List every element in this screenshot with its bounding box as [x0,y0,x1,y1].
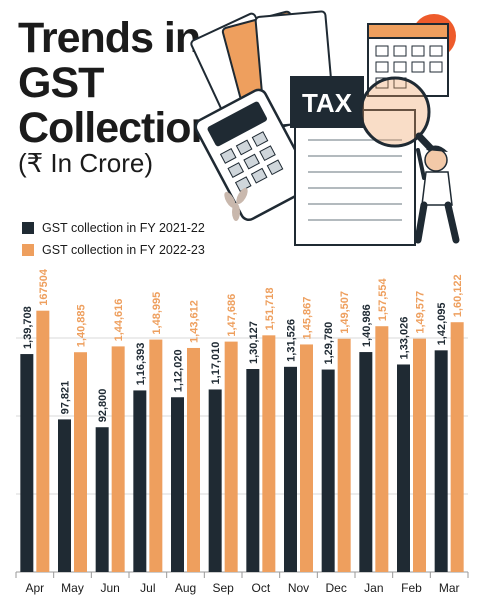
bar-fy2122 [321,369,335,572]
bar-fy2122 [58,419,71,572]
x-tick-label: Dec [325,581,346,595]
data-label-fy2223: 1,40,885 [76,304,88,347]
data-label-fy2223: 1,49,507 [339,291,351,334]
data-label-fy2223: 1,44,616 [113,299,125,342]
chart-subtitle: (₹ In Crore) [18,148,154,178]
data-label-fy2223: 1,57,554 [377,278,389,322]
title-line-1: Trends in [18,14,201,62]
data-label-fy2122: 1,29,780 [323,322,335,365]
bar-fy2122 [208,389,222,572]
data-label-fy2223: 1,43,612 [189,300,201,343]
x-tick-label: Feb [401,581,422,595]
data-label-fy2122: 1,16,393 [135,343,147,386]
title-line-2: GST [18,59,104,107]
data-label-fy2122: 1,39,708 [22,306,34,349]
bar-fy2223 [187,347,200,572]
x-tick-label: Jun [100,581,119,595]
x-tick-label: Aug [175,581,196,595]
data-label-fy2122: 1,30,127 [248,321,260,364]
x-tick-label: Jan [364,581,383,595]
data-label-fy2223: 1,60,122 [452,274,464,317]
leaf-decoration-icon [224,187,248,221]
bar-fy2122 [20,354,34,572]
legend-swatch-fy2122 [22,222,34,234]
title-line-3: Collection [18,104,217,152]
x-tick-label: Sep [212,581,234,595]
data-label-fy2223: 1,51,718 [264,287,276,330]
bar-fy2122 [171,397,184,572]
data-label-fy2122: 1,40,986 [361,304,373,347]
bar-fy2122 [95,427,109,572]
x-tick-label: May [61,581,84,595]
person-icon [414,145,460,244]
calendar-icon [367,23,449,97]
bar-fy2122 [397,364,410,572]
bar-fy2223 [300,344,313,572]
legend: GST collection in FY 2021-22 GST collect… [22,217,205,261]
bar-fy2122 [434,350,448,572]
bar-fy2223 [111,346,125,572]
legend-swatch-fy2223 [22,244,34,256]
legend-item-fy2223: GST collection in FY 2022-23 [22,239,205,261]
data-label-fy2223: 1,45,867 [302,297,314,340]
bar-fy2223 [36,310,50,572]
bar-fy2223 [224,341,238,572]
bar-fy2122 [133,390,147,572]
tax-illustration: TAX [190,10,460,246]
legend-item-fy2122: GST collection in FY 2021-22 [22,217,205,239]
data-label-fy2122: 97,821 [60,381,72,415]
bar-fy2223 [262,335,276,572]
data-label-fy2223: 1,48,995 [151,292,163,335]
bar-fy2122 [246,369,260,572]
bar-fy2223 [337,338,351,572]
bar-fy2223 [413,338,426,572]
bar-fy2223 [375,326,389,572]
x-tick-label: Mar [439,581,460,595]
data-label-fy2122: 1,42,095 [436,303,448,346]
legend-label-fy2122: GST collection in FY 2021-22 [42,221,205,235]
data-label-fy2223: 167504 [38,268,50,306]
bar-fy2122 [284,366,297,572]
tax-label: TAX [302,88,353,118]
x-tick-label: Apr [25,581,44,595]
bar-fy2122 [359,352,373,572]
x-tick-label: Nov [288,581,309,595]
data-label-fy2122: 1,33,026 [399,317,411,360]
data-label-fy2122: 1,12,020 [173,349,185,392]
x-tick-label: Jul [140,581,155,595]
bar-fy2223 [74,352,87,572]
calculator-icon [194,88,313,222]
data-label-fy2223: 1,47,686 [226,294,238,337]
bar-fy2223 [450,322,464,572]
tax-board: TAX [290,76,364,128]
chart-title: Trends in GST Collection [18,14,217,152]
data-label-fy2223: 1,49,577 [415,291,427,334]
data-label-fy2122: 92,800 [97,389,109,423]
bar-fy2223 [149,339,163,572]
data-label-fy2122: 1,31,526 [286,319,298,362]
data-label-fy2122: 1,17,010 [210,342,222,385]
tax-document-icon [294,109,416,246]
x-tick-label: Oct [251,581,270,595]
bar-chart: 1,39,708 167504 Apr 97,821 1,40,885 May 92,800… [15,268,469,595]
legend-label-fy2223: GST collection in FY 2022-23 [42,243,205,257]
